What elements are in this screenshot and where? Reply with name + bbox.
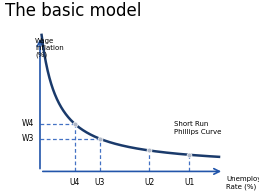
Text: Unemployment
Rate (%): Unemployment Rate (%) <box>226 176 259 190</box>
Text: U2: U2 <box>144 178 155 187</box>
Text: Short Run
Phillips Curve: Short Run Phillips Curve <box>174 121 222 135</box>
Text: U1: U1 <box>184 178 194 187</box>
Text: W4: W4 <box>21 120 34 128</box>
Text: The basic model: The basic model <box>5 2 142 20</box>
Text: U3: U3 <box>95 178 105 187</box>
Text: W3: W3 <box>21 134 34 143</box>
Text: U4: U4 <box>70 178 80 187</box>
Text: Wage
Inflation
(%): Wage Inflation (%) <box>35 38 64 58</box>
